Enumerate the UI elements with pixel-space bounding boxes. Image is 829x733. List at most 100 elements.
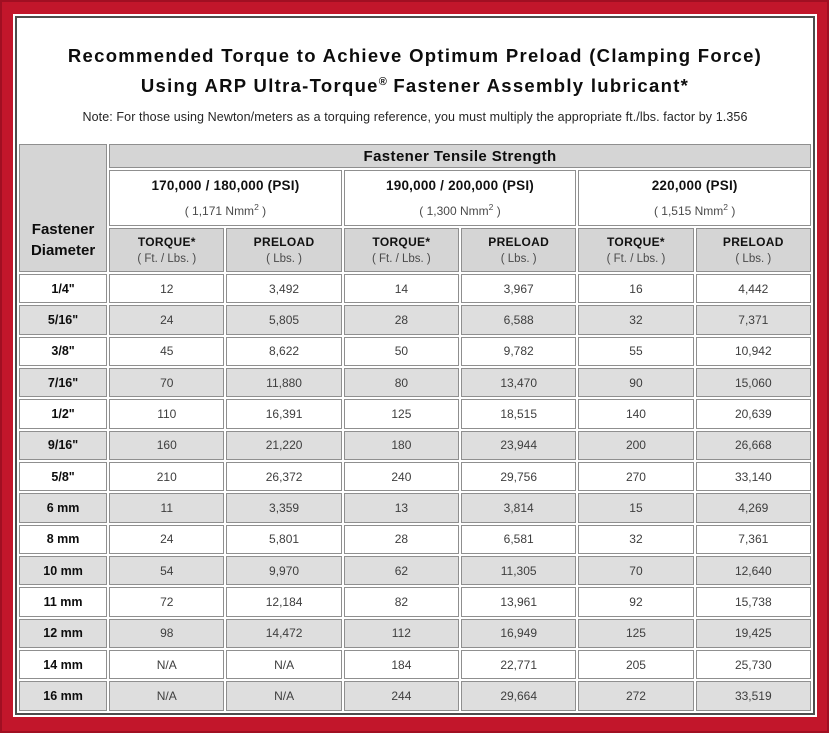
preload-value-cell: 21,220 <box>226 430 342 461</box>
psi-group-row: 170,000 / 180,000 (PSI) ( 1,171 Nmm2 ) 1… <box>19 170 811 226</box>
torque-value-cell: 12 <box>109 274 225 304</box>
torque-value-cell: 92 <box>578 587 694 617</box>
preload-value-cell: 8,622 <box>226 336 342 367</box>
torque-column-header: TORQUE* ( Ft. / Lbs. ) <box>578 228 694 272</box>
torque-value-cell: 62 <box>343 556 460 586</box>
preload-value-cell: 19,425 <box>695 618 811 649</box>
diameter-cell: 7/16" <box>19 368 108 398</box>
table-body: 1/4" 12 3,492 14 3,967 16 4,442 5/16" 24… <box>19 274 811 711</box>
fastener-diameter-header: Fastener Diameter <box>19 144 108 272</box>
preload-value-cell: 12,184 <box>226 587 342 617</box>
diameter-cell: 14 mm <box>19 650 108 680</box>
document-content: Recommended Torque to Achieve Optimum Pr… <box>15 16 815 715</box>
preload-value-cell: 11,880 <box>226 368 342 398</box>
table-row: 8 mm 24 5,801 28 6,581 32 7,361 <box>19 524 811 555</box>
preload-value-cell: 6,588 <box>461 305 577 335</box>
torque-value-cell: 32 <box>578 524 694 555</box>
registered-trademark-symbol: ® <box>378 75 387 88</box>
torque-value-cell: 16 <box>578 274 694 304</box>
torque-value-cell: 210 <box>109 462 225 492</box>
torque-value-cell: 205 <box>578 650 694 680</box>
preload-value-cell: 4,442 <box>695 274 811 304</box>
torque-value-cell: 11 <box>109 493 225 523</box>
torque-value-cell: 24 <box>109 524 225 555</box>
preload-value-cell: N/A <box>226 650 342 680</box>
preload-value-cell: 3,359 <box>226 493 342 523</box>
preload-value-cell: 29,756 <box>461 462 577 492</box>
torque-value-cell: 80 <box>343 368 460 398</box>
table-row: 5/8" 210 26,372 240 29,756 270 33,140 <box>19 462 811 492</box>
torque-value-cell: 200 <box>578 430 694 461</box>
preload-column-header: PRELOAD ( Lbs. ) <box>461 228 577 272</box>
torque-value-cell: 160 <box>109 430 225 461</box>
torque-value-cell: 55 <box>578 336 694 367</box>
preload-value-cell: 33,140 <box>695 462 811 492</box>
preload-value-cell: 16,949 <box>461 618 577 649</box>
preload-value-cell: 4,269 <box>695 493 811 523</box>
title-line2: Using ARP Ultra-Torque® Fastener Assembl… <box>140 74 690 96</box>
diameter-cell: 5/16" <box>19 305 108 335</box>
preload-value-cell: 23,944 <box>461 430 577 461</box>
torque-value-cell: 110 <box>109 399 225 429</box>
table-row: 9/16" 160 21,220 180 23,944 200 26,668 <box>19 430 811 461</box>
preload-value-cell: N/A <box>226 681 342 711</box>
preload-value-cell: 5,805 <box>226 305 342 335</box>
title-block: Recommended Torque to Achieve Optimum Pr… <box>17 18 813 142</box>
torque-column-header: TORQUE* ( Ft. / Lbs. ) <box>343 228 460 272</box>
torque-value-cell: 28 <box>343 524 460 555</box>
torque-value-cell: 14 <box>343 274 460 304</box>
diameter-cell: 1/4" <box>19 274 108 304</box>
torque-value-cell: 45 <box>109 336 225 367</box>
preload-value-cell: 12,640 <box>695 556 811 586</box>
psi-group-220: 220,000 (PSI) ( 1,515 Nmm2 ) <box>578 170 811 226</box>
document-panel: Recommended Torque to Achieve Optimum Pr… <box>13 14 817 717</box>
preload-value-cell: 14,472 <box>226 618 342 649</box>
torque-value-cell: 50 <box>343 336 460 367</box>
preload-value-cell: 11,305 <box>461 556 577 586</box>
torque-value-cell: 70 <box>578 556 694 586</box>
preload-value-cell: 3,492 <box>226 274 342 304</box>
torque-value-cell: 82 <box>343 587 460 617</box>
preload-value-cell: 16,391 <box>226 399 342 429</box>
torque-value-cell: 70 <box>109 368 225 398</box>
torque-spec-table: Fastener Diameter Fastener Tensile Stren… <box>17 142 813 713</box>
conversion-note: Note: For those using Newton/meters as a… <box>82 109 748 124</box>
table-row: 10 mm 54 9,970 62 11,305 70 12,640 <box>19 556 811 586</box>
preload-value-cell: 25,730 <box>695 650 811 680</box>
page-title: Recommended Torque to Achieve Optimum Pr… <box>25 41 805 101</box>
table-row: 6 mm 11 3,359 13 3,814 15 4,269 <box>19 493 811 523</box>
table-row: 16 mm N/A N/A 244 29,664 272 33,519 <box>19 681 811 711</box>
tensile-strength-row: Fastener Diameter Fastener Tensile Stren… <box>19 144 811 272</box>
diameter-cell: 11 mm <box>19 587 108 617</box>
preload-value-cell: 3,967 <box>461 274 577 304</box>
torque-value-cell: 244 <box>343 681 460 711</box>
table-row: 5/16" 24 5,805 28 6,588 32 7,371 <box>19 305 811 335</box>
torque-value-cell: 24 <box>109 305 225 335</box>
table-row: 14 mm N/A N/A 184 22,771 205 25,730 <box>19 650 811 680</box>
torque-value-cell: N/A <box>109 681 225 711</box>
preload-value-cell: 9,970 <box>226 556 342 586</box>
diameter-cell: 12 mm <box>19 618 108 649</box>
torque-value-cell: 125 <box>578 618 694 649</box>
table-row: 12 mm 98 14,472 112 16,949 125 19,425 <box>19 618 811 649</box>
preload-value-cell: 15,060 <box>695 368 811 398</box>
preload-value-cell: 15,738 <box>695 587 811 617</box>
diameter-cell: 6 mm <box>19 493 108 523</box>
diameter-cell: 3/8" <box>19 336 108 367</box>
tensile-strength-header: Fastener Tensile Strength <box>109 144 811 168</box>
torque-value-cell: N/A <box>109 650 225 680</box>
preload-value-cell: 26,668 <box>695 430 811 461</box>
torque-value-cell: 32 <box>578 305 694 335</box>
preload-column-header: PRELOAD ( Lbs. ) <box>695 228 811 272</box>
torque-column-header: TORQUE* ( Ft. / Lbs. ) <box>109 228 225 272</box>
preload-value-cell: 18,515 <box>461 399 577 429</box>
diameter-cell: 10 mm <box>19 556 108 586</box>
table-row: 3/8" 45 8,622 50 9,782 55 10,942 <box>19 336 811 367</box>
diameter-cell: 5/8" <box>19 462 108 492</box>
preload-value-cell: 13,470 <box>461 368 577 398</box>
table-row: 1/4" 12 3,492 14 3,967 16 4,442 <box>19 274 811 304</box>
preload-value-cell: 33,519 <box>695 681 811 711</box>
torque-value-cell: 270 <box>578 462 694 492</box>
torque-value-cell: 28 <box>343 305 460 335</box>
torque-value-cell: 112 <box>343 618 460 649</box>
